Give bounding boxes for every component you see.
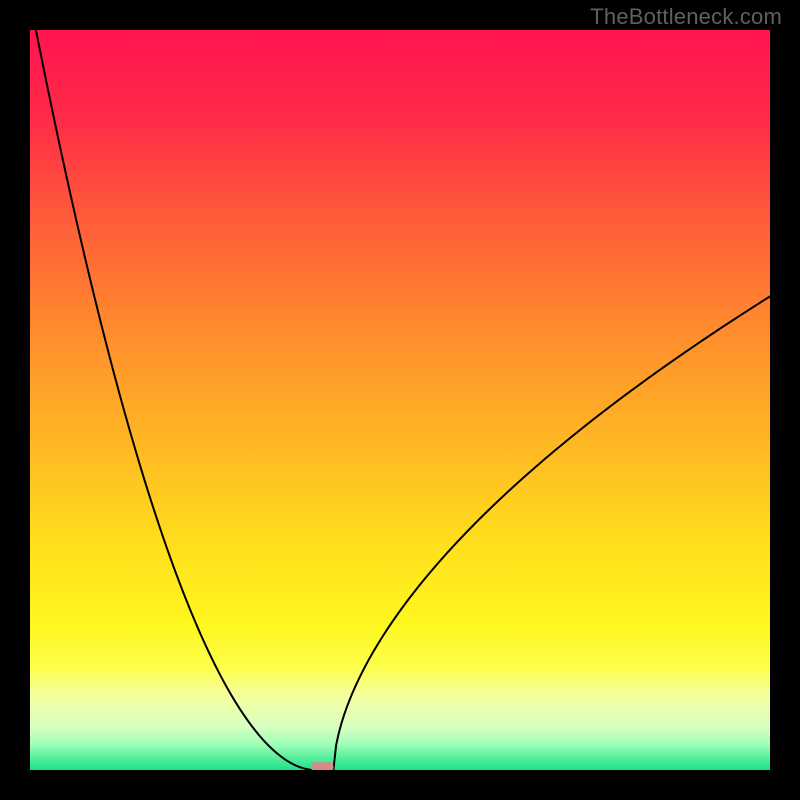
bottleneck-chart <box>30 30 770 770</box>
chart-frame: TheBottleneck.com <box>0 0 800 800</box>
minimum-marker <box>311 762 333 770</box>
gradient-background <box>30 30 770 770</box>
watermark-text: TheBottleneck.com <box>590 4 782 30</box>
